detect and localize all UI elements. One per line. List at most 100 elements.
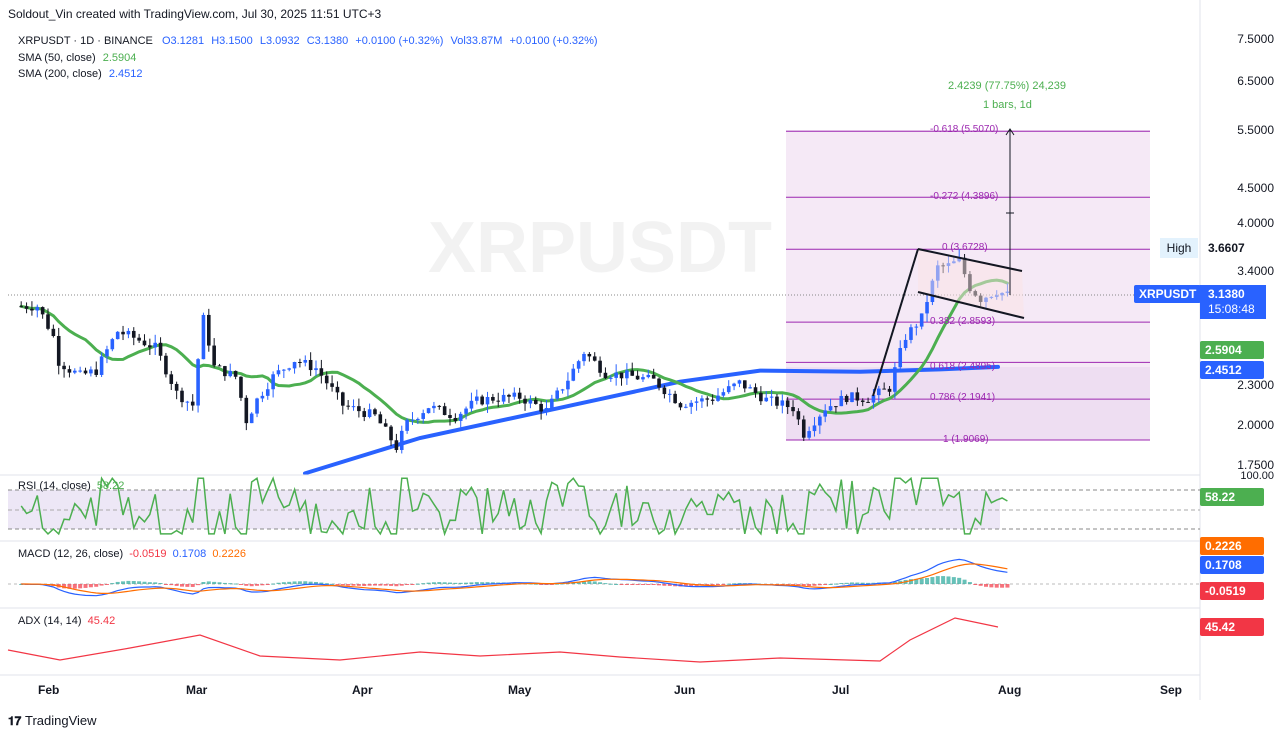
macd-bar <box>925 577 930 584</box>
candle <box>716 388 720 402</box>
candle <box>416 417 420 425</box>
macd-histogram <box>19 576 1010 589</box>
candle <box>24 302 29 314</box>
candle <box>732 382 736 391</box>
candle <box>834 406 838 413</box>
tradingview-logo[interactable]: 𝟏𝟕 TradingView <box>8 713 97 729</box>
candle <box>357 398 361 418</box>
macd-bar <box>657 584 662 586</box>
macd-bar <box>732 583 737 585</box>
time-tick: Jul <box>832 683 850 697</box>
candle <box>689 400 693 415</box>
macd-bar <box>651 584 656 585</box>
macd-bar <box>801 584 806 586</box>
candle <box>582 351 586 366</box>
bull-flag-drawing[interactable] <box>872 248 1025 397</box>
macd-bar <box>67 584 72 589</box>
last-price-value: 3.1380 <box>1208 287 1245 301</box>
candle <box>249 412 254 424</box>
candle <box>265 382 270 400</box>
rsi-line <box>20 476 1008 537</box>
adx-legend[interactable]: ADX (14, 14) 45.42 <box>18 615 115 627</box>
candle <box>121 325 125 341</box>
candle <box>40 306 45 319</box>
macd-bar <box>598 582 603 584</box>
macd-bar <box>271 583 276 585</box>
candle <box>480 394 484 406</box>
macd-legend[interactable]: MACD (12, 26, close) -0.0519 0.1708 0.22… <box>18 548 246 560</box>
macd-bar <box>480 582 485 584</box>
macd-bar <box>458 582 463 584</box>
candle <box>394 433 399 453</box>
macd-bar <box>104 584 109 585</box>
sma50-legend[interactable]: SMA (50, close) 2.5904 <box>18 52 136 64</box>
candle <box>389 425 393 447</box>
macd-bar <box>833 583 838 585</box>
macd-bar <box>850 582 854 584</box>
volume-value: Vol33.87M <box>450 35 503 47</box>
candle <box>244 395 249 431</box>
candle <box>850 392 854 403</box>
macd-bar <box>356 584 361 586</box>
change-value: +0.0100 (+0.32%) <box>355 35 444 47</box>
adx-legend-label: ADX (14, 14) <box>18 615 82 627</box>
candle <box>517 387 522 404</box>
last-price-tag: 3.1380 15:08:48 <box>1200 285 1266 319</box>
candle <box>882 382 886 390</box>
candle <box>30 301 34 316</box>
macd-line <box>21 558 1008 597</box>
high-tag-label: High <box>1160 238 1198 258</box>
candle <box>442 402 447 416</box>
candle <box>544 399 549 416</box>
candle <box>421 409 425 424</box>
macd-bar <box>721 584 726 585</box>
macd-bar <box>683 584 688 587</box>
candle <box>399 425 404 454</box>
time-tick: Aug <box>998 683 1022 697</box>
price-tick: 7.5000 <box>1237 32 1274 46</box>
fib-label-1: 1 (1.9069) <box>943 434 989 445</box>
rsi-legend-label: RSI (14, close) <box>18 480 91 492</box>
macd-bar <box>180 584 184 587</box>
adx-line <box>7 617 999 663</box>
macd-bar <box>346 584 351 586</box>
sma200-legend[interactable]: SMA (200, close) 2.4512 <box>18 68 142 80</box>
candle <box>657 377 661 391</box>
candle <box>276 364 281 377</box>
chart-credit: Soldout_Vin created with TradingView.com… <box>8 7 382 21</box>
macd-bar <box>667 584 672 586</box>
macd-hist-tag: -0.0519 <box>1200 582 1264 600</box>
candle <box>635 370 640 380</box>
macd-bar <box>233 583 238 585</box>
candle <box>51 324 56 338</box>
candle <box>314 360 318 377</box>
candle <box>528 395 533 409</box>
macd-line-value: 0.1708 <box>172 548 207 560</box>
symbol-title: XRPUSDT · 1D · BINANCE <box>18 35 153 47</box>
rsi-legend[interactable]: RSI (14, close) 58.22 <box>18 480 124 492</box>
measure-arrow[interactable] <box>1005 128 1015 295</box>
candle <box>239 376 243 401</box>
candle <box>207 308 211 352</box>
candle <box>646 369 651 379</box>
macd-signal-value: 0.2226 <box>212 548 246 560</box>
macd-bar <box>163 584 168 585</box>
symbol-legend[interactable]: XRPUSDT · 1D · BINANCE O3.1281 H3.1500 L… <box>18 35 598 47</box>
candle <box>893 362 897 399</box>
macd-bar <box>62 584 67 589</box>
candle <box>260 391 265 403</box>
macd-bar <box>716 584 720 585</box>
macd-bar <box>935 576 940 584</box>
measure-label: 2.4239 (77.75%) 24,239 <box>948 80 1067 92</box>
macd-bar <box>828 583 833 585</box>
candle <box>512 387 517 400</box>
macd-bar <box>592 581 597 584</box>
sma50-legend-label: SMA (50, close) <box>18 52 96 64</box>
candle <box>566 372 570 397</box>
candle <box>748 384 752 389</box>
macd-bar <box>807 584 812 586</box>
macd-bar <box>705 584 710 586</box>
candle <box>523 395 527 411</box>
candle <box>190 394 195 411</box>
